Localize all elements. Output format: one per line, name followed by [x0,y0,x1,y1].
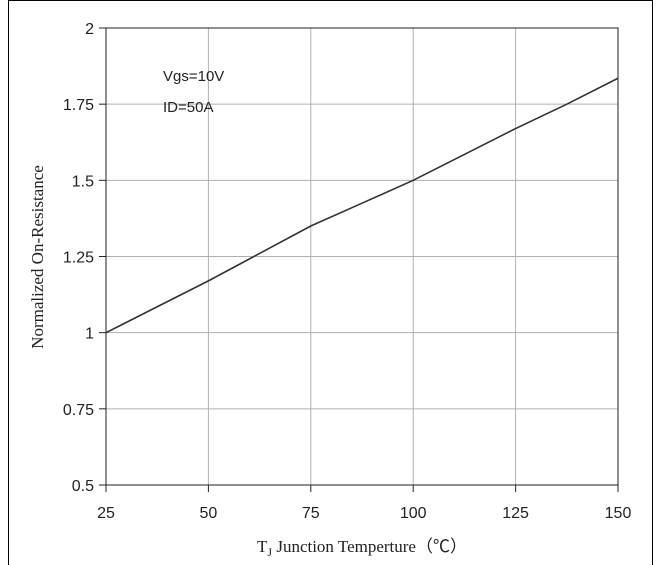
x-tick-labels: 25 50 75 100 125 150 [97,505,631,522]
x-tick-label: 75 [302,505,320,522]
y-tick-labels: 0.5 0.75 1 1.25 1.5 1.75 2 [63,21,94,495]
plot-border [105,27,619,486]
x-tick-label: 125 [502,505,529,522]
x-axis-label-rest: Junction Temperture（℃） [272,537,467,556]
x-tick-label: 100 [400,505,427,522]
x-axis-label: TJ Junction Temperture（℃） [257,537,467,559]
x-axis-label-subscript: J [267,545,272,559]
series-group [105,77,619,334]
y-tick-label: 1.5 [72,173,94,190]
grid-lines [105,27,619,486]
x-tick-label: 25 [97,505,115,522]
y-tick-label: 0.5 [72,478,94,495]
chart-frame [8,0,653,565]
annotation-vgs: Vgs=10V [163,68,224,85]
y-tick-label: 1.75 [63,97,94,114]
x-tick-label: 50 [200,505,218,522]
y-tick-label: 2 [85,21,94,38]
axes [99,27,619,492]
y-tick-label: 1.25 [63,250,94,267]
annotation-id: ID=50A [163,99,213,116]
series-line [105,77,619,334]
y-tick-label: 0.75 [63,402,94,419]
x-tick-label: 150 [605,505,632,522]
y-tick-label: 1 [85,326,94,343]
y-axis-label: Normalized On-Resistance [28,165,47,349]
x-axis-label-prefix: T [257,537,268,556]
